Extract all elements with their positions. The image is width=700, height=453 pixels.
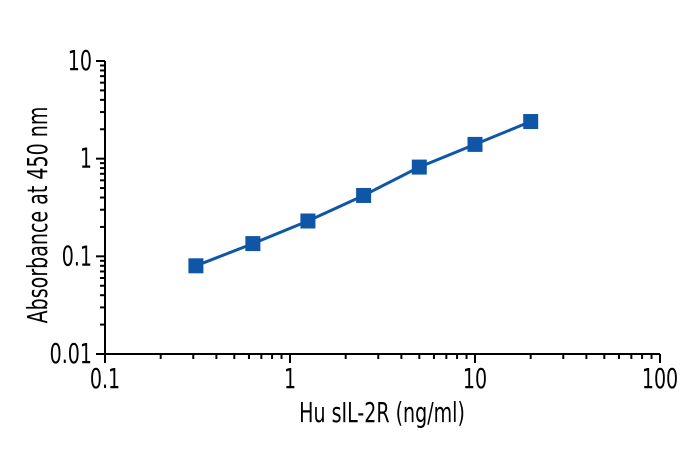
data-point-marker	[523, 114, 539, 130]
data-point-marker	[300, 213, 316, 229]
data-point-marker	[467, 136, 483, 152]
y-axis-title: Absorbance at 450 nm	[21, 107, 54, 324]
x-tick-label: 1	[284, 362, 296, 395]
data-point-marker	[356, 187, 372, 203]
data-series	[188, 114, 539, 274]
data-point-marker	[411, 159, 427, 175]
x-tick-label: 100	[642, 362, 678, 395]
data-point-marker	[245, 236, 261, 252]
y-tick-label: 1	[80, 142, 92, 175]
x-tick-label: 10	[463, 362, 487, 395]
x-axis-title: Hu sIL-2R (ng/ml)	[299, 396, 465, 429]
y-tick-label: 0.1	[62, 240, 92, 273]
y-tick-label: 10	[68, 44, 92, 77]
y-tick-label: 0.01	[50, 337, 92, 370]
axis-spines	[104, 61, 660, 355]
data-point-marker	[188, 258, 204, 274]
x-tick-label: 0.1	[90, 362, 120, 395]
